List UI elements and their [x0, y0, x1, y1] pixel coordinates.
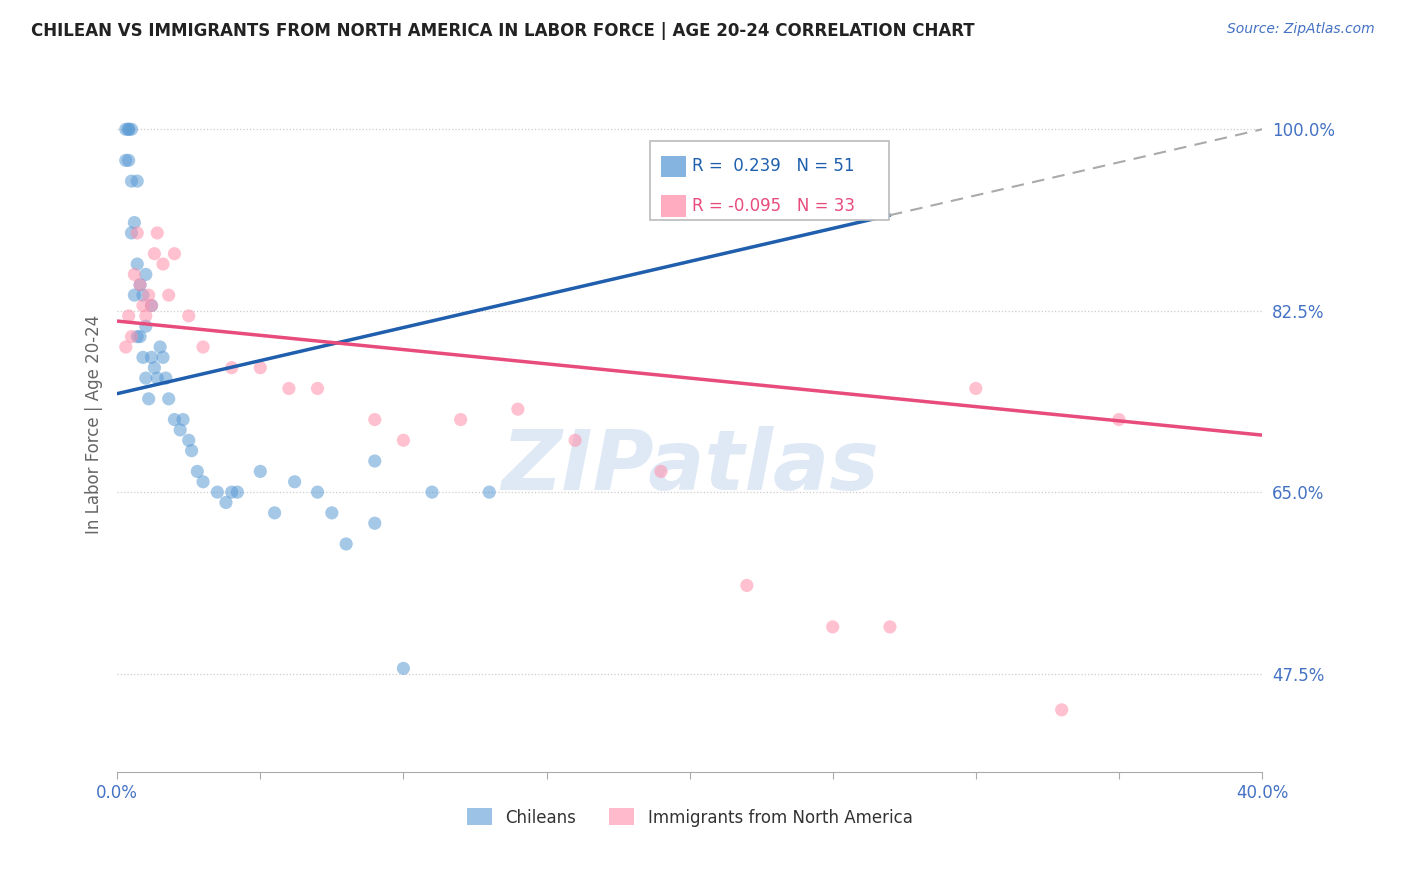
Point [143, 246, 166, 260]
Point [117, 122, 139, 136]
Point [284, 475, 307, 489]
Point [121, 329, 143, 343]
Point [121, 226, 143, 240]
Text: Source: ZipAtlas.com: Source: ZipAtlas.com [1227, 22, 1375, 37]
Point [135, 309, 157, 323]
Point [141, 299, 163, 313]
Point [157, 392, 180, 406]
Point [392, 661, 415, 675]
Point [141, 299, 163, 313]
Point [149, 340, 172, 354]
Point [129, 329, 152, 343]
Point [127, 174, 149, 188]
Point [307, 381, 329, 395]
Point [1108, 412, 1130, 426]
Legend: Chileans, Immigrants from North America: Chileans, Immigrants from North America [460, 802, 920, 833]
Point [191, 475, 214, 489]
Point [172, 412, 194, 426]
Point [879, 620, 901, 634]
Text: ZIPatlas: ZIPatlas [501, 425, 879, 507]
Point [129, 277, 152, 292]
Point [121, 174, 143, 188]
Point [127, 226, 149, 240]
Point [129, 277, 152, 292]
Point [364, 516, 387, 531]
Text: CHILEAN VS IMMIGRANTS FROM NORTH AMERICA IN LABOR FORCE | AGE 20-24 CORRELATION : CHILEAN VS IMMIGRANTS FROM NORTH AMERICA… [31, 22, 974, 40]
Point [117, 309, 139, 323]
Point [249, 464, 271, 478]
Point [821, 620, 844, 634]
Point [127, 257, 149, 271]
Point [450, 412, 472, 426]
Point [364, 412, 387, 426]
Point [124, 216, 146, 230]
Point [135, 371, 157, 385]
Point [735, 578, 758, 592]
Point [221, 360, 243, 375]
Point [114, 340, 136, 354]
Point [155, 371, 177, 385]
Point [135, 268, 157, 282]
Point [143, 360, 166, 375]
Point [146, 226, 169, 240]
Point [117, 153, 139, 168]
Point [249, 360, 271, 375]
Point [138, 392, 160, 406]
Point [169, 423, 191, 437]
Point [321, 506, 343, 520]
Point [152, 351, 174, 365]
Text: R = -0.095   N = 33: R = -0.095 N = 33 [692, 197, 855, 215]
Point [650, 464, 672, 478]
Point [364, 454, 387, 468]
Point [132, 299, 155, 313]
Point [117, 122, 139, 136]
Point [965, 381, 987, 395]
Y-axis label: In Labor Force | Age 20-24: In Labor Force | Age 20-24 [86, 315, 103, 534]
Point [114, 153, 136, 168]
Point [127, 329, 149, 343]
Point [132, 288, 155, 302]
Point [1050, 703, 1073, 717]
Point [124, 268, 146, 282]
Point [392, 434, 415, 448]
Point [420, 485, 443, 500]
Point [177, 434, 200, 448]
Point [124, 288, 146, 302]
Point [186, 464, 208, 478]
Point [141, 351, 163, 365]
Point [335, 537, 357, 551]
Point [277, 381, 299, 395]
Text: R =  0.239   N = 51: R = 0.239 N = 51 [692, 158, 855, 176]
Point [152, 257, 174, 271]
Point [146, 371, 169, 385]
Point [135, 319, 157, 334]
Point [564, 434, 586, 448]
Point [307, 485, 329, 500]
Point [121, 122, 143, 136]
Point [132, 351, 155, 365]
Point [163, 246, 186, 260]
Point [207, 485, 229, 500]
Point [177, 309, 200, 323]
Point [215, 495, 238, 509]
Point [221, 485, 243, 500]
Point [114, 122, 136, 136]
Point [226, 485, 249, 500]
Point [157, 288, 180, 302]
Point [506, 402, 529, 417]
Point [180, 443, 202, 458]
Point [138, 288, 160, 302]
Point [478, 485, 501, 500]
Point [191, 340, 214, 354]
Point [163, 412, 186, 426]
Point [263, 506, 285, 520]
